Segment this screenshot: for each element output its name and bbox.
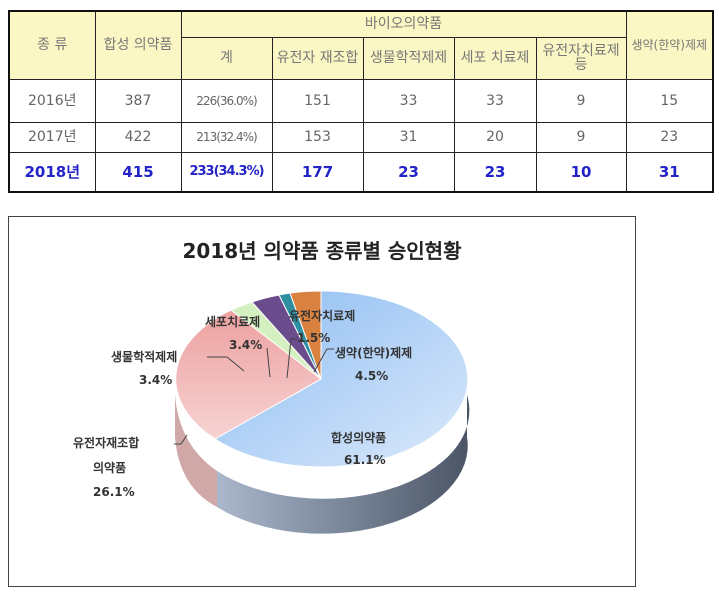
header-bio-total: 계 — [180, 36, 273, 80]
label-biologics-pct: 3.4% — [139, 373, 173, 387]
cell-gene-therapy: 9 — [535, 121, 627, 153]
header-cell-therapy: 세포 치료제 — [453, 36, 537, 80]
label-gene-name: 유전자치료제 — [289, 309, 356, 323]
cell-biologics: 31 — [362, 121, 455, 153]
cell-year: 2016년 — [8, 78, 96, 123]
pie-chart: 2018년 의약품 종류별 승인현황 — [8, 216, 636, 587]
label-recomb-name: 유전자재조합 — [73, 436, 140, 450]
cell-gene-therapy: 9 — [535, 78, 627, 123]
label-recomb-pct: 26.1% — [93, 485, 135, 499]
cell-cell-therapy: 20 — [453, 121, 537, 153]
header-synthetic: 합성 의약품 — [94, 10, 182, 80]
cell-gene-therapy: 10 — [535, 151, 627, 193]
header-type: 종 류 — [8, 10, 96, 80]
label-herbal-pct: 4.5% — [355, 369, 389, 383]
cell-year: 2017년 — [8, 121, 96, 153]
header-herbal: 생약(한약)제제 — [625, 10, 714, 80]
header-recombinant: 유전자 재조합 — [271, 36, 364, 80]
label-synthetic-pct: 61.1% — [344, 453, 386, 467]
cell-herbal: 23 — [625, 121, 714, 153]
label-cell-pct: 3.4% — [229, 338, 263, 352]
header-biologics: 생물학적제제 — [362, 36, 455, 80]
table-row: 2017년 422 213(32.4%) 153 31 20 9 23 — [8, 121, 714, 153]
chart-title: 2018년 의약품 종류별 승인현황 — [182, 239, 462, 263]
cell-herbal: 15 — [625, 78, 714, 123]
cell-bio-total: 226(36.0%) — [180, 78, 273, 123]
cell-herbal: 31 — [625, 151, 714, 193]
cell-recombinant: 151 — [271, 78, 364, 123]
cell-cell-therapy: 33 — [453, 78, 537, 123]
table-row: 2016년 387 226(36.0%) 151 33 33 9 15 — [8, 78, 714, 123]
approval-stats-table: 종 류 합성 의약품 바이오의약품 생약(한약)제제 계 유전자 재조합 생물학… — [8, 10, 715, 193]
table-row-highlight: 2018년 415 233(34.3%) 177 23 23 10 31 — [8, 151, 714, 193]
label-synthetic-name: 합성의약품 — [331, 431, 387, 445]
cell-synthetic: 387 — [94, 78, 182, 123]
label-herbal-name: 생약(한약)제제 — [335, 346, 413, 360]
header-gene-therapy: 유전자치료제 등 — [535, 36, 627, 80]
cell-synthetic: 422 — [94, 121, 182, 153]
cell-synthetic: 415 — [94, 151, 182, 193]
cell-biologics: 33 — [362, 78, 455, 123]
label-biologics-name: 생물학적제제 — [111, 350, 178, 364]
label-gene-pct: 1.5% — [297, 331, 331, 345]
cell-cell-therapy: 23 — [453, 151, 537, 193]
cell-bio-total: 233(34.3%) — [180, 151, 273, 193]
label-recomb-name2: 의약품 — [93, 461, 127, 475]
cell-biologics: 23 — [362, 151, 455, 193]
label-cell-name: 세포치료제 — [205, 315, 261, 329]
cell-recombinant: 153 — [271, 121, 364, 153]
cell-recombinant: 177 — [271, 151, 364, 193]
cell-year: 2018년 — [8, 151, 96, 193]
pie-graphic — [174, 290, 470, 534]
cell-bio-total: 213(32.4%) — [180, 121, 273, 153]
header-bio-group: 바이오의약품 — [180, 10, 627, 38]
